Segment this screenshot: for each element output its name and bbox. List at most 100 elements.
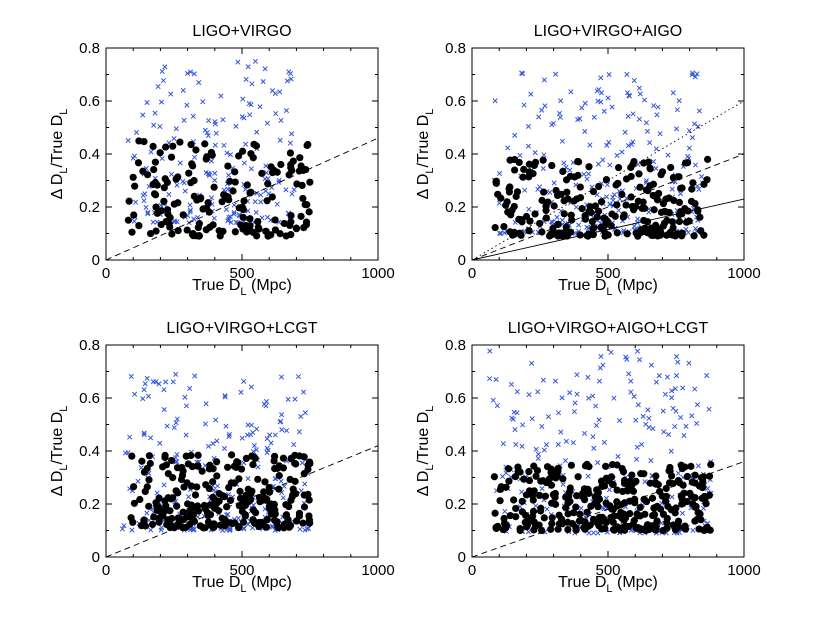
cross-point [277, 419, 283, 425]
cross-point [673, 373, 680, 379]
cross-point [543, 442, 550, 448]
dot-point [631, 478, 639, 486]
cross-point [636, 116, 642, 122]
cross-point [206, 117, 212, 124]
dot-point [627, 163, 635, 172]
dot-point [490, 473, 499, 481]
dot-point [169, 142, 177, 150]
cross-point [141, 387, 147, 393]
cross-point [187, 202, 193, 208]
dot-point [543, 463, 552, 471]
cross-point [135, 478, 141, 484]
cross-point [224, 150, 230, 156]
cross-point [539, 107, 545, 113]
dot-point [552, 474, 560, 482]
cross-point [590, 393, 596, 399]
dot-point [669, 173, 677, 182]
cross-point [591, 530, 597, 536]
dot-point [130, 499, 139, 507]
y-tick-label: 0.8 [79, 337, 100, 354]
cross-point [131, 218, 137, 224]
dot-point [530, 487, 538, 495]
cross-point [494, 403, 500, 409]
dot-point [595, 207, 603, 215]
y-axis-label-sub1: L [424, 464, 436, 470]
dot-point [268, 193, 276, 201]
data-points [491, 70, 712, 240]
cross-point [500, 441, 506, 447]
dot-point [525, 476, 534, 485]
dot-point [613, 229, 621, 237]
dot-point [280, 522, 288, 530]
dot-point [510, 496, 518, 504]
dot-point [263, 197, 271, 205]
y-tick-label: 0.6 [445, 390, 466, 407]
cross-point [278, 117, 284, 123]
cross-point [611, 192, 617, 198]
cross-point [668, 448, 674, 454]
cross-point [250, 502, 257, 508]
dot-point [146, 229, 155, 238]
cross-point [535, 455, 541, 461]
dot-point [302, 218, 311, 226]
cross-point [297, 526, 303, 532]
dot-point [239, 147, 247, 155]
cross-point [239, 114, 245, 120]
y-axis-label: Δ DL/True DL [49, 406, 70, 497]
dot-point [124, 216, 132, 224]
cross-point [696, 186, 702, 192]
y-tick-label: 0.8 [79, 40, 100, 57]
dot-point [300, 491, 308, 499]
dot-point [502, 483, 510, 491]
dot-point [169, 494, 177, 502]
cross-point [529, 360, 535, 366]
dot-point [659, 199, 667, 208]
cross-point [212, 121, 218, 127]
dot-point [689, 500, 697, 508]
cross-point [157, 123, 163, 130]
dot-point [593, 486, 601, 494]
dot-point [538, 228, 546, 236]
cross-point [533, 503, 539, 509]
x-tick-label: 1000 [361, 562, 394, 579]
cross-point [669, 186, 675, 192]
dot-point [505, 185, 513, 193]
cross-point [634, 348, 641, 354]
cross-point [567, 167, 573, 173]
dot-point [691, 517, 699, 525]
x-axis-label-unit: (Mpc) [613, 574, 658, 591]
cross-point [182, 394, 188, 400]
cross-point [142, 381, 148, 387]
cross-point [497, 230, 503, 236]
cross-point [558, 98, 564, 104]
cross-point [223, 423, 229, 429]
cross-point [184, 102, 190, 108]
y-tick-label: 0 [458, 549, 466, 566]
dot-point [665, 208, 673, 217]
dot-point [552, 186, 560, 195]
cross-point [202, 127, 208, 133]
dot-point [538, 196, 546, 204]
cross-point [587, 142, 593, 148]
dot-point [550, 202, 558, 210]
dot-point [636, 183, 644, 191]
y-axis-label-delta: Δ [415, 485, 432, 496]
cross-point [685, 153, 691, 159]
dot-point [167, 153, 176, 161]
dot-point [300, 223, 308, 232]
dot-point [254, 475, 262, 483]
cross-point [214, 483, 221, 489]
dot-point [174, 514, 182, 522]
cross-point [510, 416, 516, 422]
y-axis-label-d1: D [49, 471, 66, 487]
cross-point [220, 117, 226, 123]
dot-point [589, 224, 597, 233]
cross-point [689, 135, 696, 141]
y-axis-label-mid: /True D [415, 115, 432, 168]
cross-point [641, 97, 648, 103]
dot-point [164, 469, 172, 478]
dot-point [230, 462, 238, 470]
dot-point [250, 140, 258, 148]
y-axis-label-sub2: L [58, 406, 70, 412]
